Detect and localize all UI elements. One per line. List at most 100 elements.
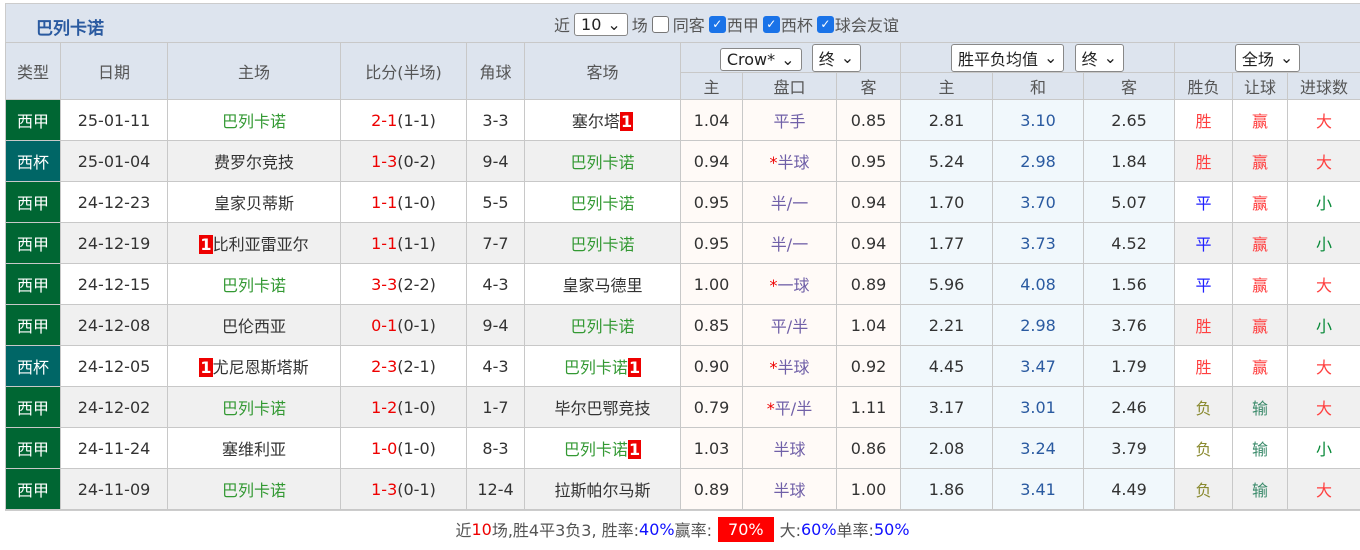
home-team-cell[interactable]: 塞维利亚 bbox=[167, 427, 341, 469]
handicap-final-select[interactable]: 终 ⌄ bbox=[811, 43, 862, 72]
away-team-cell[interactable]: 巴列卡诺 bbox=[524, 222, 681, 264]
score-cell[interactable]: 1-1(1-1) bbox=[340, 222, 467, 264]
team-name: 塞尔塔 bbox=[571, 112, 620, 131]
col-home: 主场 bbox=[167, 42, 341, 100]
summary-text: 场,胜4平3负3, 胜率: bbox=[491, 521, 640, 540]
league-cell[interactable]: 西甲 bbox=[5, 181, 61, 223]
away-team-cell[interactable]: 毕尔巴鄂竞技 bbox=[524, 386, 681, 428]
handicap-line-cell: *半球 bbox=[742, 345, 837, 387]
home-team-cell[interactable]: 巴列卡诺 bbox=[167, 263, 341, 305]
league-cell[interactable]: 西甲 bbox=[5, 263, 61, 305]
away-team-cell[interactable]: 拉斯帕尔马斯 bbox=[524, 468, 681, 510]
company-value: Crow* bbox=[726, 49, 776, 69]
handicap-line-cell: 半/一 bbox=[742, 181, 837, 223]
team-name: 皇家马德里 bbox=[562, 276, 643, 295]
away-team-cell[interactable]: 巴列卡诺1 bbox=[524, 427, 681, 469]
handicap-line: 半球 bbox=[773, 481, 806, 500]
league-cell[interactable]: 西甲 bbox=[5, 468, 61, 510]
team-name: 巴列卡诺 bbox=[221, 481, 286, 500]
home-team-cell[interactable]: 巴列卡诺 bbox=[167, 99, 341, 141]
table-row[interactable]: 西杯 24-12-05 1尤尼恩斯塔斯 2-3(2-1) 4-3 巴列卡诺1 0… bbox=[5, 345, 1360, 387]
league-cell[interactable]: 西甲 bbox=[5, 99, 61, 141]
summary-text: 近 bbox=[455, 521, 472, 540]
col-result: 胜负 bbox=[1174, 72, 1234, 100]
home-team-cell[interactable]: 1尤尼恩斯塔斯 bbox=[167, 345, 341, 387]
handicap-home-odds: 0.79 bbox=[680, 386, 743, 428]
home-team-cell[interactable]: 皇家贝蒂斯 bbox=[167, 181, 341, 223]
table-row[interactable]: 西甲 24-11-24 塞维利亚 1-0(1-0) 8-3 巴列卡诺1 1.03… bbox=[5, 427, 1360, 469]
date-cell: 24-12-23 bbox=[60, 181, 168, 223]
recent-count-select[interactable]: 10 ⌄ bbox=[574, 12, 628, 36]
chevron-down-icon: ⌄ bbox=[781, 49, 795, 69]
team-name: 毕尔巴鄂竞技 bbox=[554, 399, 651, 418]
home-team-cell[interactable]: 巴伦西亚 bbox=[167, 304, 341, 346]
table-row[interactable]: 西甲 24-12-23 皇家贝蒂斯 1-1(1-0) 5-5 巴列卡诺 0.95… bbox=[5, 181, 1360, 223]
odd-rate: 50% bbox=[873, 519, 910, 539]
away-team-cell[interactable]: 巴列卡诺1 bbox=[524, 345, 681, 387]
table-row[interactable]: 西甲 24-11-09 巴列卡诺 1-3(0-1) 12-4 拉斯帕尔马斯 0.… bbox=[5, 468, 1360, 510]
same-venue-checkbox[interactable] bbox=[651, 15, 669, 33]
team-name: 巴列卡诺 bbox=[570, 194, 635, 213]
company-select[interactable]: Crow* ⌄ bbox=[719, 47, 802, 71]
half-time-score: (1-0) bbox=[397, 438, 436, 458]
score-cell[interactable]: 2-1(1-1) bbox=[340, 99, 467, 141]
filter-checkbox[interactable]: ✓ bbox=[708, 15, 726, 33]
team-name: 比利亚雷亚尔 bbox=[212, 235, 309, 254]
corner-cell: 12-4 bbox=[466, 468, 525, 510]
team-name: 巴列卡诺 bbox=[570, 235, 635, 254]
league-cell[interactable]: 西杯 bbox=[5, 140, 61, 182]
away-team-cell[interactable]: 巴列卡诺 bbox=[524, 140, 681, 182]
score-cell[interactable]: 3-3(2-2) bbox=[340, 263, 467, 305]
league-cell[interactable]: 西甲 bbox=[5, 304, 61, 346]
euro-final-select[interactable]: 终 ⌄ bbox=[1074, 43, 1125, 72]
table-row[interactable]: 西甲 24-12-02 巴列卡诺 1-2(1-0) 1-7 毕尔巴鄂竞技 0.7… bbox=[5, 386, 1360, 428]
half-time-score: (1-0) bbox=[397, 192, 436, 212]
score-cell[interactable]: 1-1(1-0) bbox=[340, 181, 467, 223]
league-cell[interactable]: 西甲 bbox=[5, 386, 61, 428]
table-row[interactable]: 西甲 25-01-11 巴列卡诺 2-1(1-1) 3-3 塞尔塔1 1.04 … bbox=[5, 99, 1360, 141]
away-team-cell[interactable]: 巴列卡诺 bbox=[524, 304, 681, 346]
red-card-badge: 1 bbox=[619, 112, 634, 131]
handicap-line-cell: 半球 bbox=[742, 468, 837, 510]
score-cell[interactable]: 1-3(0-2) bbox=[340, 140, 467, 182]
col-h-home: 主 bbox=[680, 72, 743, 100]
table-row[interactable]: 西甲 24-12-19 1比利亚雷亚尔 1-1(1-1) 7-7 巴列卡诺 0.… bbox=[5, 222, 1360, 264]
away-team-cell[interactable]: 塞尔塔1 bbox=[524, 99, 681, 141]
score-cell[interactable]: 2-3(2-1) bbox=[340, 345, 467, 387]
away-team-cell[interactable]: 皇家马德里 bbox=[524, 263, 681, 305]
result-cell: 平 bbox=[1174, 263, 1234, 305]
table-row[interactable]: 西甲 24-12-15 巴列卡诺 3-3(2-2) 4-3 皇家马德里 1.00… bbox=[5, 263, 1360, 305]
home-team-cell[interactable]: 巴列卡诺 bbox=[167, 468, 341, 510]
result-cell: 负 bbox=[1174, 468, 1234, 510]
filter-label: 西甲 bbox=[726, 16, 759, 35]
table-row[interactable]: 西杯 25-01-04 费罗尔竞技 1-3(0-2) 9-4 巴列卡诺 0.94… bbox=[5, 140, 1360, 182]
score-cell[interactable]: 1-2(1-0) bbox=[340, 386, 467, 428]
handicap-line-cell: *一球 bbox=[742, 263, 837, 305]
home-team-cell[interactable]: 费罗尔竞技 bbox=[167, 140, 341, 182]
filter-checkbox[interactable]: ✓ bbox=[762, 15, 780, 33]
handicap-result-cell: 赢 bbox=[1232, 140, 1289, 182]
league-cell[interactable]: 西甲 bbox=[5, 427, 61, 469]
goals-result-cell: 小 bbox=[1287, 427, 1360, 469]
recent-label: 近 bbox=[554, 16, 571, 35]
over-rate: 60% bbox=[800, 519, 837, 539]
away-team-cell[interactable]: 巴列卡诺 bbox=[524, 181, 681, 223]
score-cell[interactable]: 0-1(0-1) bbox=[340, 304, 467, 346]
handicap-away-odds: 0.94 bbox=[835, 181, 902, 223]
scope-select[interactable]: 全场 ⌄ bbox=[1234, 43, 1301, 72]
handicap-away-odds: 0.92 bbox=[835, 345, 902, 387]
league-cell[interactable]: 西甲 bbox=[5, 222, 61, 264]
average-select[interactable]: 胜平负均值 ⌄ bbox=[951, 43, 1065, 72]
handicap-result-cell: 赢 bbox=[1232, 304, 1289, 346]
score-cell[interactable]: 1-0(1-0) bbox=[340, 427, 467, 469]
handicap-home-odds: 0.85 bbox=[680, 304, 743, 346]
handicap-line: 平/半 bbox=[770, 317, 809, 336]
home-team-cell[interactable]: 巴列卡诺 bbox=[167, 386, 341, 428]
score-cell[interactable]: 1-3(0-1) bbox=[340, 468, 467, 510]
team-name: 皇家贝蒂斯 bbox=[213, 194, 294, 213]
home-team-cell[interactable]: 1比利亚雷亚尔 bbox=[167, 222, 341, 264]
filter-checkbox[interactable]: ✓ bbox=[816, 15, 834, 33]
table-row[interactable]: 西甲 24-12-08 巴伦西亚 0-1(0-1) 9-4 巴列卡诺 0.85 … bbox=[5, 304, 1360, 346]
corner-cell: 4-3 bbox=[466, 345, 525, 387]
league-cell[interactable]: 西杯 bbox=[5, 345, 61, 387]
